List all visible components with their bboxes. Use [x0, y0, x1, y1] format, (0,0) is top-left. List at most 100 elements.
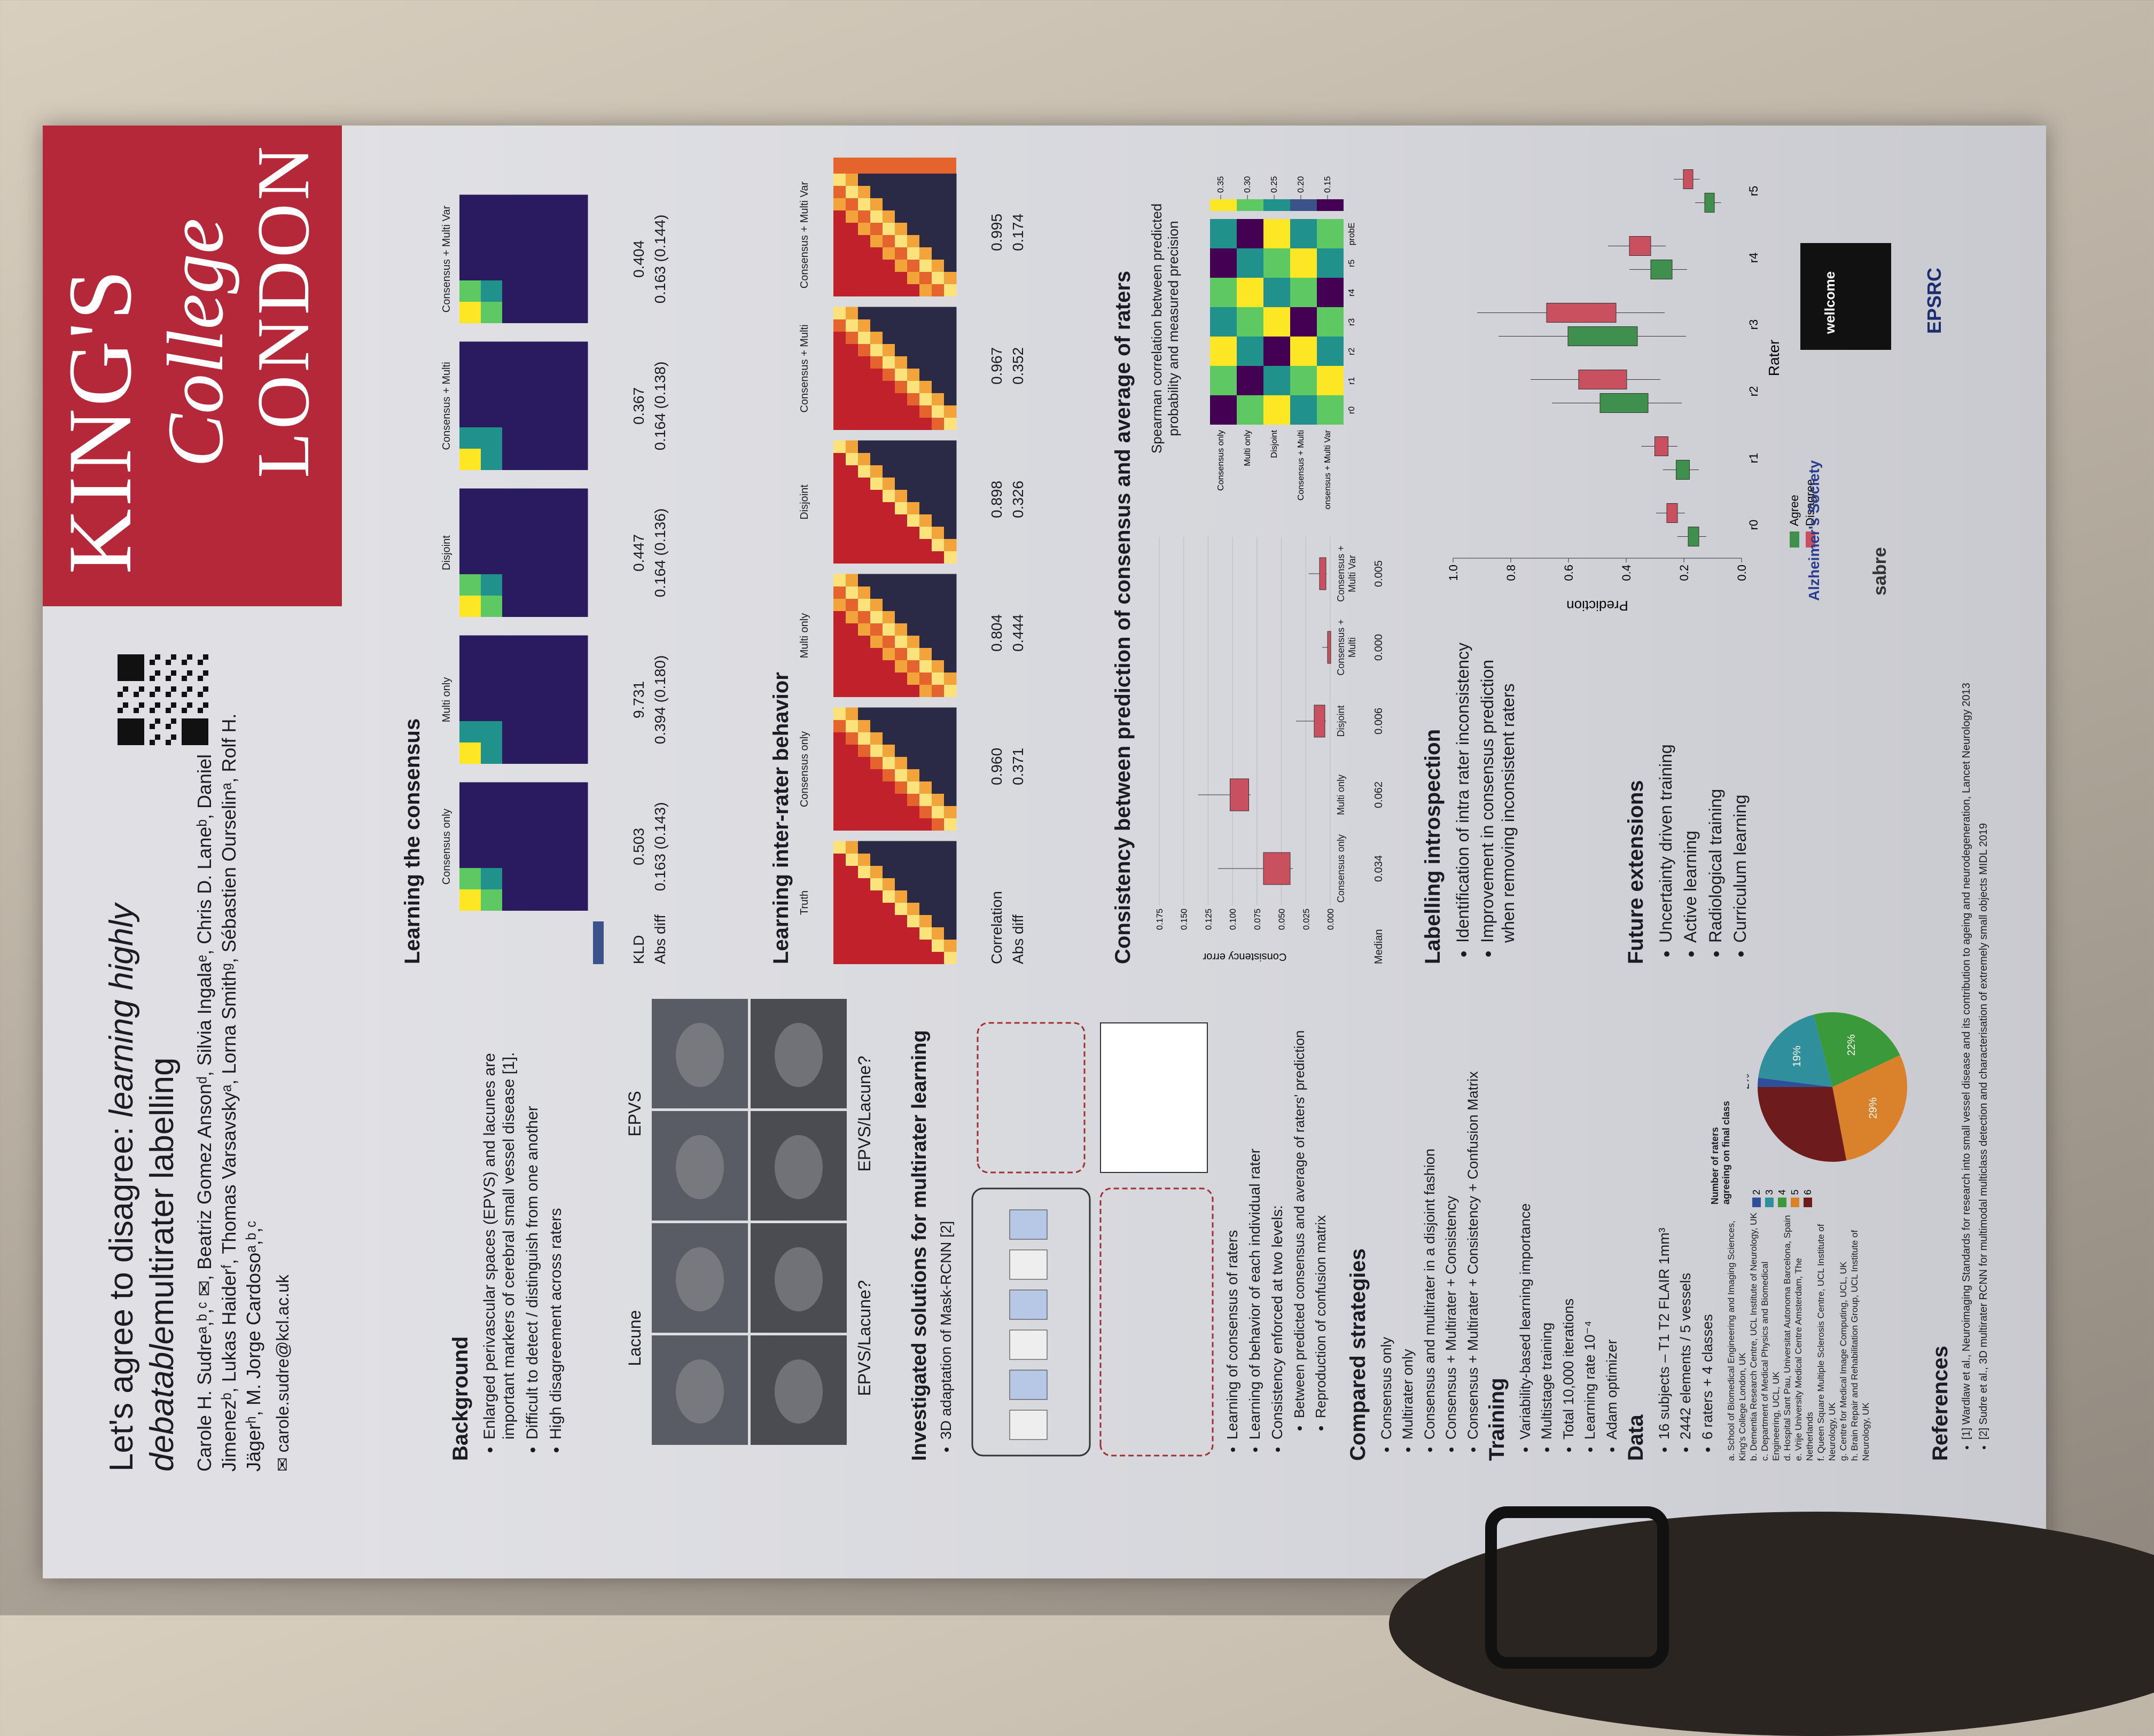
heatmap-cell — [919, 538, 932, 551]
qr-cell — [134, 676, 139, 681]
y-tick-label: 0.4 — [1620, 565, 1633, 581]
heatmap-cell — [566, 531, 588, 553]
qr-cell — [118, 708, 123, 713]
heatmap-cell — [944, 514, 957, 527]
heatmap-cell — [566, 846, 588, 868]
heatmap-cell — [502, 280, 524, 302]
heatmap-cell — [566, 510, 588, 531]
qr-cell — [123, 660, 128, 665]
heatmap-cell — [883, 720, 895, 732]
heatmap-cell — [870, 720, 883, 732]
heatmap-cell — [481, 237, 503, 259]
heatmap-cell — [1210, 307, 1237, 337]
heatmap-cell — [459, 510, 481, 531]
heatmap-cell — [858, 380, 871, 393]
heatmap-cell — [944, 393, 957, 405]
heatmap-cell — [883, 380, 895, 393]
heatmap-cell — [895, 939, 908, 952]
heatmap-cell — [932, 635, 945, 648]
heatmap-cell — [545, 846, 567, 868]
heatmap-cell — [566, 427, 588, 449]
y-axis-label: Prediction — [1566, 598, 1628, 614]
heatmap-cell — [944, 818, 957, 831]
bullet-list: 16 subjects – T1 T2 FLAIR 1mm³2442 eleme… — [1656, 1140, 1716, 1461]
heatmap-cell — [524, 488, 545, 510]
logo: Alzheimer's Society — [1806, 460, 1822, 601]
qr-code — [118, 654, 208, 745]
section-heading: Investigated solutions for multirater le… — [908, 1030, 931, 1461]
heatmap-cell — [858, 417, 871, 430]
heatmap-cell — [566, 721, 588, 742]
qr-cell — [139, 654, 144, 660]
heatmap-cell — [502, 656, 524, 678]
heatmap-cell — [944, 452, 957, 465]
heatmap-cell — [502, 635, 524, 657]
y-tick-label: 0.125 — [1204, 909, 1213, 930]
qr-cell — [134, 718, 139, 724]
heatmap-cell — [846, 271, 859, 284]
heatmap-cell — [858, 574, 871, 587]
heatmap-cell — [858, 660, 871, 672]
heatmap-cell — [1317, 337, 1344, 366]
heatmap-cell — [858, 672, 871, 685]
heatmap-cell — [944, 927, 957, 940]
col-label: r4 — [1347, 289, 1356, 296]
x-tick-label: r1 — [1747, 453, 1760, 464]
heatmap-cell — [459, 488, 481, 510]
heatmap-cell — [932, 514, 945, 527]
heatmap-cell — [858, 865, 871, 878]
heatmap-cell — [846, 660, 859, 672]
heatmap-cell — [883, 878, 895, 890]
bullet: Curriculum learning — [1730, 633, 1750, 943]
heatmap-cell — [907, 769, 920, 781]
heatmap-cell — [895, 185, 908, 198]
heatmap-cell — [895, 307, 908, 319]
wellcome-bg — [1800, 243, 1891, 350]
heatmap-cell — [944, 551, 957, 564]
heatmap-cell — [883, 405, 895, 418]
heatmap-cell — [858, 452, 871, 465]
x-tick-label: r4 — [1747, 253, 1760, 263]
qr-cell — [128, 665, 134, 670]
x-tick-label: r2 — [1747, 386, 1760, 397]
y-tick-label: 0.175 — [1156, 909, 1165, 930]
qr-cell — [187, 670, 192, 676]
heatmap-cell — [870, 452, 883, 465]
heatmap-cell — [846, 684, 859, 697]
bullet: Consensus + Multirater + Consistency — [1442, 1018, 1460, 1440]
logo: sabre — [1870, 547, 1890, 596]
heatmap-cell — [481, 448, 503, 470]
affiliation: b. Dementia Research Centre, UCL Institu… — [1749, 1213, 1759, 1461]
heatmap-cell — [524, 301, 545, 323]
qr-cell — [203, 729, 208, 734]
heatmap-cell — [870, 185, 883, 198]
col-label: r5 — [1347, 260, 1356, 267]
heatmap-cell — [833, 514, 846, 527]
image-label: EPVS — [625, 1091, 644, 1137]
box — [1567, 326, 1638, 346]
heatmap-cell — [481, 488, 503, 510]
heatmap-cell — [895, 841, 908, 854]
heatmap-cell — [944, 185, 957, 198]
heatmap-cell — [545, 237, 567, 259]
heatmap-cell — [919, 732, 932, 745]
heatmap-cell — [907, 477, 920, 490]
heatmap-cell — [833, 185, 846, 198]
heatmap-cell — [907, 635, 920, 648]
qr-cell — [139, 686, 144, 692]
heatmap-cell — [1317, 366, 1344, 395]
qr-cell — [198, 740, 203, 745]
heatmap-cell — [870, 806, 883, 818]
heatmap-cell — [895, 611, 908, 623]
heatmap-cell — [858, 623, 871, 636]
heatmap-cell — [846, 574, 859, 587]
heatmap-cell — [481, 846, 503, 868]
pie-slice — [1758, 1014, 1832, 1087]
heatmap-cell — [944, 853, 957, 866]
legend-label: 2 — [1751, 1190, 1762, 1195]
heatmap-cell — [870, 210, 883, 223]
heatmap-cell — [895, 927, 908, 940]
heatmap-cell — [524, 448, 545, 470]
heatmap-cell — [858, 890, 871, 903]
heatmap-cell — [858, 756, 871, 769]
